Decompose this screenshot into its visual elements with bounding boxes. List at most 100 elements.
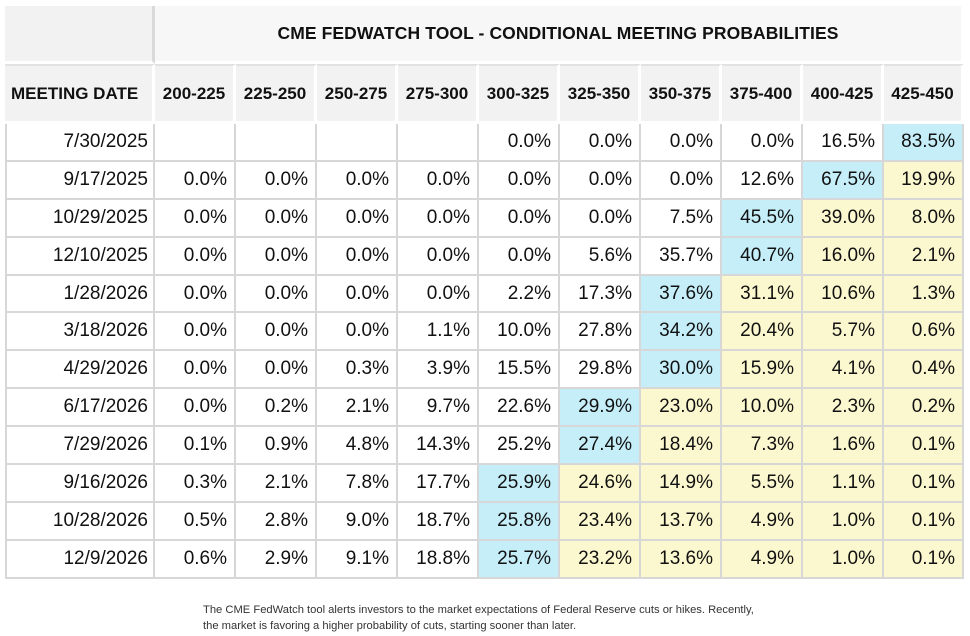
probability-table: CME FEDWATCH TOOL - CONDITIONAL MEETING … [5, 6, 964, 579]
probability-cell: 1.1% [803, 465, 884, 503]
probability-cell: 4.1% [803, 351, 884, 390]
probability-cell: 0.0% [236, 199, 317, 238]
probability-cell: 37.6% [641, 275, 722, 314]
probability-cell: 4.9% [722, 540, 803, 579]
probability-cell: 0.0% [236, 313, 317, 352]
probability-cell: 0.0% [155, 237, 236, 276]
probability-cell: 0.0% [155, 351, 236, 390]
column-header-425-450: 425-450 [884, 64, 964, 124]
probability-cell: 0.0% [155, 199, 236, 238]
probability-cell: 27.8% [560, 313, 641, 352]
probability-cell [236, 124, 317, 162]
probability-cell [155, 124, 236, 162]
probability-cell: 0.1% [884, 502, 964, 541]
probability-cell: 17.3% [560, 275, 641, 314]
probability-cell: 31.1% [722, 275, 803, 314]
table-row: 3/18/2026 0.0% 0.0% 0.0% 1.1% 10.0% 27.8% 34.2%… [5, 313, 964, 352]
probability-cell: 5.5% [722, 465, 803, 503]
probability-cell: 0.0% [560, 161, 641, 200]
probability-cell [398, 124, 479, 162]
probability-cell: 16.0% [803, 237, 884, 276]
column-header-300-325: 300-325 [479, 64, 560, 124]
probability-cell: 40.7% [722, 237, 803, 276]
meeting-date-cell: 9/17/2025 [5, 161, 155, 200]
probability-cell: 0.0% [560, 124, 641, 162]
probability-cell: 1.0% [803, 502, 884, 541]
probability-cell: 2.2% [479, 275, 560, 314]
probability-cell: 0.5% [155, 502, 236, 541]
probability-cell: 0.1% [884, 465, 964, 503]
probability-cell: 0.0% [398, 275, 479, 314]
probability-cell: 16.5% [803, 124, 884, 162]
probability-cell: 3.9% [398, 351, 479, 390]
probability-cell: 20.4% [722, 313, 803, 352]
probability-cell: 0.0% [236, 275, 317, 314]
probability-cell: 0.0% [317, 275, 398, 314]
meeting-date-cell: 9/16/2026 [5, 465, 155, 503]
probability-cell: 2.1% [236, 465, 317, 503]
probability-cell: 0.0% [155, 389, 236, 428]
probability-cell: 14.9% [641, 465, 722, 503]
probability-cell: 25.7% [479, 540, 560, 579]
probability-cell: 0.6% [155, 540, 236, 579]
probability-cell: 2.1% [317, 389, 398, 428]
probability-cell: 0.4% [884, 351, 964, 390]
probability-cell: 4.9% [722, 502, 803, 541]
column-header-325-350: 325-350 [560, 64, 641, 124]
probability-cell: 0.2% [884, 389, 964, 428]
meeting-date-cell: 10/29/2025 [5, 199, 155, 238]
probability-cell: 23.4% [560, 502, 641, 541]
probability-cell: 0.0% [317, 313, 398, 352]
probability-cell: 0.0% [398, 199, 479, 238]
probability-cell: 19.9% [884, 161, 964, 200]
probability-cell: 0.6% [884, 313, 964, 352]
probability-cell: 14.3% [398, 427, 479, 466]
probability-cell: 0.3% [155, 465, 236, 503]
meeting-date-cell: 7/30/2025 [5, 124, 155, 162]
probability-cell: 17.7% [398, 465, 479, 503]
probability-cell: 0.0% [155, 275, 236, 314]
probability-cell: 0.0% [236, 161, 317, 200]
column-header-400-425: 400-425 [803, 64, 884, 124]
probability-cell: 30.0% [641, 351, 722, 390]
table-row: 4/29/2026 0.0% 0.0% 0.3% 3.9% 15.5% 29.8% 30.0%… [5, 351, 964, 390]
probability-cell: 4.8% [317, 427, 398, 466]
probability-cell: 15.9% [722, 351, 803, 390]
probability-cell: 29.9% [560, 389, 641, 428]
probability-cell: 0.0% [479, 237, 560, 276]
probability-cell: 0.0% [398, 237, 479, 276]
probability-cell: 9.0% [317, 502, 398, 541]
probability-cell: 0.1% [884, 540, 964, 579]
probability-cell: 0.0% [155, 161, 236, 200]
table-row: 9/17/2025 0.0% 0.0% 0.0% 0.0% 0.0% 0.0% 0.0% 12.… [5, 161, 964, 200]
probability-cell: 0.0% [317, 237, 398, 276]
table-title: CME FEDWATCH TOOL - CONDITIONAL MEETING … [155, 6, 964, 64]
probability-cell: 24.6% [560, 465, 641, 503]
column-header-200-225: 200-225 [155, 64, 236, 124]
table-row: 12/9/2026 0.6% 2.9% 9.1% 18.8% 25.7% 23.2% 13.6… [5, 540, 964, 579]
column-header-225-250: 225-250 [236, 64, 317, 124]
probability-cell: 0.9% [236, 427, 317, 466]
probability-cell: 25.9% [479, 465, 560, 503]
caption-text: The CME FedWatch tool alerts investors t… [203, 604, 754, 632]
probability-cell: 8.0% [884, 199, 964, 238]
meeting-date-cell: 1/28/2026 [5, 275, 155, 314]
probability-cell: 0.1% [884, 427, 964, 466]
probability-cell: 0.0% [155, 313, 236, 352]
meeting-date-cell: 6/17/2026 [5, 389, 155, 428]
probability-cell: 5.7% [803, 313, 884, 352]
probability-cell: 12.6% [722, 161, 803, 200]
probability-cell: 1.1% [398, 313, 479, 352]
probability-cell: 0.0% [560, 199, 641, 238]
probability-cell: 9.7% [398, 389, 479, 428]
probability-cell: 7.3% [722, 427, 803, 466]
probability-cell: 0.3% [317, 351, 398, 390]
probability-cell: 22.6% [479, 389, 560, 428]
probability-cell: 7.8% [317, 465, 398, 503]
probability-cell: 23.2% [560, 540, 641, 579]
probability-cell: 18.8% [398, 540, 479, 579]
table-row: 1/28/2026 0.0% 0.0% 0.0% 0.0% 2.2% 17.3% 37.6% 3… [5, 275, 964, 314]
probability-cell: 0.0% [479, 161, 560, 200]
meeting-date-cell: 7/29/2026 [5, 427, 155, 466]
probability-cell: 5.6% [560, 237, 641, 276]
